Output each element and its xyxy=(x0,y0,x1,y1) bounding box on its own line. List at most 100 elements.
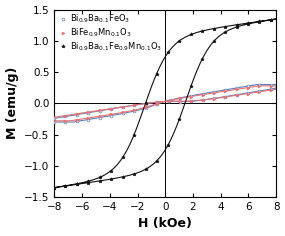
Bi$_{0.9}$Ba$_{0.1}$FeO$_3$ xyxy=(223,88,227,91)
BiFe$_{0.9}$Mn$_{0.1}$O$_3$ xyxy=(189,95,193,98)
BiFe$_{0.9}$Mn$_{0.1}$O$_3$ xyxy=(110,113,113,116)
BiFe$_{0.9}$Mn$_{0.1}$O$_3$ xyxy=(121,105,124,108)
Bi$_{0.9}$Ba$_{0.1}$FeO$_3$ xyxy=(269,83,273,86)
Bi$_{0.9}$Ba$_{0.1}$Fe$_{0.9}$Mn$_{0.1}$O$_3$ xyxy=(64,185,67,187)
Bi$_{0.9}$Ba$_{0.1}$FeO$_3$ xyxy=(144,107,147,110)
Bi$_{0.9}$Ba$_{0.1}$Fe$_{0.9}$Mn$_{0.1}$O$_3$ xyxy=(269,18,272,21)
Bi$_{0.9}$Ba$_{0.1}$FeO$_3$ xyxy=(189,100,193,103)
Bi$_{0.9}$Ba$_{0.1}$Fe$_{0.9}$Mn$_{0.1}$O$_3$ xyxy=(98,176,102,179)
Y-axis label: M (emu/g): M (emu/g) xyxy=(5,67,19,139)
Bi$_{0.9}$Ba$_{0.1}$Fe$_{0.9}$Mn$_{0.1}$O$_3$ xyxy=(76,182,79,185)
BiFe$_{0.9}$Mn$_{0.1}$O$_3$ xyxy=(98,109,101,112)
BiFe$_{0.9}$Mn$_{0.1}$O$_3$ xyxy=(133,104,136,106)
Bi$_{0.9}$Ba$_{0.1}$FeO$_3$ xyxy=(167,99,170,102)
Bi$_{0.9}$Ba$_{0.1}$FeO$_3$ xyxy=(98,110,101,112)
Bi$_{0.9}$Ba$_{0.1}$FeO$_3$ xyxy=(167,100,170,103)
Bi$_{0.9}$Ba$_{0.1}$Fe$_{0.9}$Mn$_{0.1}$O$_3$ xyxy=(178,118,181,120)
Bi$_{0.9}$Ba$_{0.1}$FeO$_3$ xyxy=(110,107,113,110)
BiFe$_{0.9}$Mn$_{0.1}$O$_3$ xyxy=(223,96,227,98)
Bi$_{0.9}$Ba$_{0.1}$FeO$_3$ xyxy=(223,95,227,98)
Bi$_{0.9}$Ba$_{0.1}$Fe$_{0.9}$Mn$_{0.1}$O$_3$ xyxy=(144,102,147,105)
Bi$_{0.9}$Ba$_{0.1}$FeO$_3$ xyxy=(64,115,67,118)
BiFe$_{0.9}$Mn$_{0.1}$O$_3$ xyxy=(257,90,261,93)
Bi$_{0.9}$Ba$_{0.1}$Fe$_{0.9}$Mn$_{0.1}$O$_3$ xyxy=(269,18,272,21)
Bi$_{0.9}$Ba$_{0.1}$FeO$_3$ xyxy=(235,87,239,89)
Bi$_{0.9}$Ba$_{0.1}$Fe$_{0.9}$Mn$_{0.1}$O$_3$ xyxy=(155,72,158,75)
BiFe$_{0.9}$Mn$_{0.1}$O$_3$ xyxy=(53,119,56,122)
Bi$_{0.9}$Ba$_{0.1}$Fe$_{0.9}$Mn$_{0.1}$O$_3$ xyxy=(235,23,238,26)
Bi$_{0.9}$Ba$_{0.1}$Fe$_{0.9}$Mn$_{0.1}$O$_3$ xyxy=(53,186,56,189)
BiFe$_{0.9}$Mn$_{0.1}$O$_3$ xyxy=(212,92,215,94)
Bi$_{0.9}$Ba$_{0.1}$Fe$_{0.9}$Mn$_{0.1}$O$_3$ xyxy=(258,20,261,23)
Bi$_{0.9}$Ba$_{0.1}$FeO$_3$ xyxy=(76,113,79,116)
Bi$_{0.9}$Ba$_{0.1}$FeO$_3$ xyxy=(269,88,273,91)
BiFe$_{0.9}$Mn$_{0.1}$O$_3$ xyxy=(167,100,170,103)
BiFe$_{0.9}$Mn$_{0.1}$O$_3$ xyxy=(269,89,273,92)
Bi$_{0.9}$Ba$_{0.1}$FeO$_3$ xyxy=(155,101,158,104)
BiFe$_{0.9}$Mn$_{0.1}$O$_3$ xyxy=(223,90,227,93)
Bi$_{0.9}$Ba$_{0.1}$Fe$_{0.9}$Mn$_{0.1}$O$_3$ xyxy=(246,23,249,25)
BiFe$_{0.9}$Mn$_{0.1}$O$_3$ xyxy=(246,92,250,95)
BiFe$_{0.9}$Mn$_{0.1}$O$_3$ xyxy=(155,102,158,105)
Bi$_{0.9}$Ba$_{0.1}$FeO$_3$ xyxy=(133,110,136,112)
Bi$_{0.9}$Ba$_{0.1}$Fe$_{0.9}$Mn$_{0.1}$O$_3$ xyxy=(246,22,249,25)
BiFe$_{0.9}$Mn$_{0.1}$O$_3$ xyxy=(212,97,215,100)
BiFe$_{0.9}$Mn$_{0.1}$O$_3$ xyxy=(257,84,261,87)
Bi$_{0.9}$Ba$_{0.1}$FeO$_3$ xyxy=(257,83,261,86)
Bi$_{0.9}$Ba$_{0.1}$FeO$_3$ xyxy=(98,116,101,119)
BiFe$_{0.9}$Mn$_{0.1}$O$_3$ xyxy=(269,84,273,87)
Bi$_{0.9}$Ba$_{0.1}$Fe$_{0.9}$Mn$_{0.1}$O$_3$ xyxy=(167,143,170,146)
Bi$_{0.9}$Ba$_{0.1}$Fe$_{0.9}$Mn$_{0.1}$O$_3$ xyxy=(223,25,227,28)
Bi$_{0.9}$Ba$_{0.1}$FeO$_3$ xyxy=(121,106,124,109)
Legend: Bi$_{0.9}$Ba$_{0.1}$FeO$_3$, BiFe$_{0.9}$Mn$_{0.1}$O$_3$, Bi$_{0.9}$Ba$_{0.1}$Fe: Bi$_{0.9}$Ba$_{0.1}$FeO$_3$, BiFe$_{0.9}… xyxy=(57,12,163,54)
BiFe$_{0.9}$Mn$_{0.1}$O$_3$ xyxy=(53,116,56,119)
BiFe$_{0.9}$Mn$_{0.1}$O$_3$ xyxy=(201,93,204,96)
BiFe$_{0.9}$Mn$_{0.1}$O$_3$ xyxy=(98,115,101,118)
Bi$_{0.9}$Ba$_{0.1}$FeO$_3$ xyxy=(178,100,182,103)
Bi$_{0.9}$Ba$_{0.1}$Fe$_{0.9}$Mn$_{0.1}$O$_3$ xyxy=(132,134,136,137)
Line: Bi$_{0.9}$Ba$_{0.1}$FeO$_3$: Bi$_{0.9}$Ba$_{0.1}$FeO$_3$ xyxy=(53,83,272,123)
BiFe$_{0.9}$Mn$_{0.1}$O$_3$ xyxy=(201,99,204,101)
Bi$_{0.9}$Ba$_{0.1}$Fe$_{0.9}$Mn$_{0.1}$O$_3$ xyxy=(64,184,67,187)
Bi$_{0.9}$Ba$_{0.1}$FeO$_3$ xyxy=(212,90,215,93)
Bi$_{0.9}$Ba$_{0.1}$Fe$_{0.9}$Mn$_{0.1}$O$_3$ xyxy=(76,183,79,186)
Bi$_{0.9}$Ba$_{0.1}$FeO$_3$ xyxy=(121,112,124,115)
BiFe$_{0.9}$Mn$_{0.1}$O$_3$ xyxy=(110,107,113,110)
BiFe$_{0.9}$Mn$_{0.1}$O$_3$ xyxy=(64,114,67,117)
BiFe$_{0.9}$Mn$_{0.1}$O$_3$ xyxy=(144,102,147,105)
BiFe$_{0.9}$Mn$_{0.1}$O$_3$ xyxy=(235,88,239,91)
Bi$_{0.9}$Ba$_{0.1}$FeO$_3$ xyxy=(235,93,239,96)
BiFe$_{0.9}$Mn$_{0.1}$O$_3$ xyxy=(189,100,193,102)
BiFe$_{0.9}$Mn$_{0.1}$O$_3$ xyxy=(144,106,147,109)
Bi$_{0.9}$Ba$_{0.1}$Fe$_{0.9}$Mn$_{0.1}$O$_3$ xyxy=(155,160,158,162)
Bi$_{0.9}$Ba$_{0.1}$Fe$_{0.9}$Mn$_{0.1}$O$_3$ xyxy=(121,156,125,159)
Bi$_{0.9}$Ba$_{0.1}$FeO$_3$ xyxy=(178,97,182,99)
BiFe$_{0.9}$Mn$_{0.1}$O$_3$ xyxy=(178,100,182,103)
Bi$_{0.9}$Ba$_{0.1}$FeO$_3$ xyxy=(133,104,136,107)
Bi$_{0.9}$Ba$_{0.1}$FeO$_3$ xyxy=(53,121,56,123)
BiFe$_{0.9}$Mn$_{0.1}$O$_3$ xyxy=(235,94,239,97)
Bi$_{0.9}$Ba$_{0.1}$FeO$_3$ xyxy=(53,117,56,120)
Line: BiFe$_{0.9}$Mn$_{0.1}$O$_3$: BiFe$_{0.9}$Mn$_{0.1}$O$_3$ xyxy=(53,84,272,122)
Bi$_{0.9}$Ba$_{0.1}$FeO$_3$ xyxy=(64,121,67,123)
Bi$_{0.9}$Ba$_{0.1}$FeO$_3$ xyxy=(201,99,204,101)
Bi$_{0.9}$Ba$_{0.1}$Fe$_{0.9}$Mn$_{0.1}$O$_3$ xyxy=(109,169,113,172)
BiFe$_{0.9}$Mn$_{0.1}$O$_3$ xyxy=(64,119,67,122)
Bi$_{0.9}$Ba$_{0.1}$Fe$_{0.9}$Mn$_{0.1}$O$_3$ xyxy=(144,168,147,171)
BiFe$_{0.9}$Mn$_{0.1}$O$_3$ xyxy=(76,118,79,121)
Bi$_{0.9}$Ba$_{0.1}$FeO$_3$ xyxy=(110,114,113,117)
Bi$_{0.9}$Ba$_{0.1}$FeO$_3$ xyxy=(155,103,158,105)
BiFe$_{0.9}$Mn$_{0.1}$O$_3$ xyxy=(87,117,90,119)
Bi$_{0.9}$Ba$_{0.1}$FeO$_3$ xyxy=(189,94,193,97)
Bi$_{0.9}$Ba$_{0.1}$FeO$_3$ xyxy=(144,102,147,105)
BiFe$_{0.9}$Mn$_{0.1}$O$_3$ xyxy=(87,111,90,114)
Bi$_{0.9}$Ba$_{0.1}$Fe$_{0.9}$Mn$_{0.1}$O$_3$ xyxy=(200,30,204,32)
Bi$_{0.9}$Ba$_{0.1}$FeO$_3$ xyxy=(87,118,90,121)
Bi$_{0.9}$Ba$_{0.1}$Fe$_{0.9}$Mn$_{0.1}$O$_3$ xyxy=(132,173,136,175)
Bi$_{0.9}$Ba$_{0.1}$Fe$_{0.9}$Mn$_{0.1}$O$_3$ xyxy=(121,175,125,178)
Bi$_{0.9}$Ba$_{0.1}$Fe$_{0.9}$Mn$_{0.1}$O$_3$ xyxy=(223,31,227,34)
Bi$_{0.9}$Ba$_{0.1}$FeO$_3$ xyxy=(257,90,261,93)
Bi$_{0.9}$Ba$_{0.1}$FeO$_3$ xyxy=(246,92,250,94)
Bi$_{0.9}$Ba$_{0.1}$Fe$_{0.9}$Mn$_{0.1}$O$_3$ xyxy=(167,51,170,54)
Bi$_{0.9}$Ba$_{0.1}$Fe$_{0.9}$Mn$_{0.1}$O$_3$ xyxy=(87,180,90,183)
